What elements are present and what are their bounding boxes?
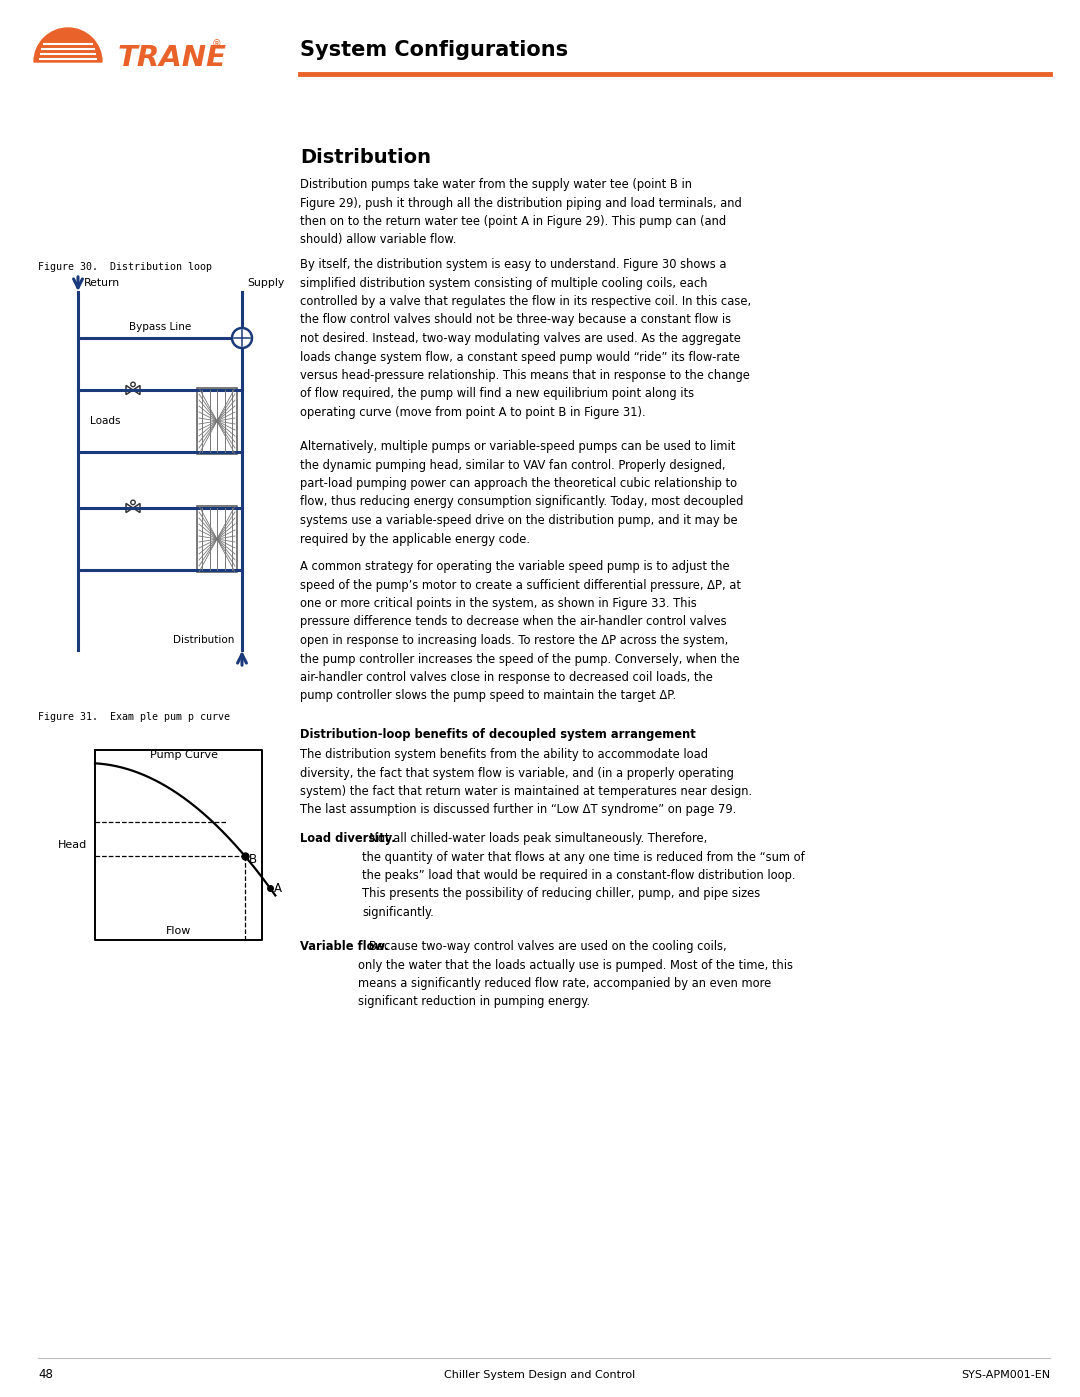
- Text: By itself, the distribution system is easy to understand. Figure 30 shows a
simp: By itself, the distribution system is ea…: [300, 258, 751, 419]
- Text: Variable flow.: Variable flow.: [300, 940, 389, 953]
- Text: Loads: Loads: [90, 416, 121, 426]
- Text: Supply: Supply: [247, 278, 284, 288]
- Circle shape: [232, 328, 252, 348]
- Bar: [197, 506, 237, 571]
- Text: Figure 31.  Exam ple pum p curve: Figure 31. Exam ple pum p curve: [38, 712, 230, 722]
- Text: Alternatively, multiple pumps or variable-speed pumps can be used to limit
the d: Alternatively, multiple pumps or variabl…: [300, 440, 743, 545]
- Text: Distribution-loop benefits of decoupled system arrangement: Distribution-loop benefits of decoupled …: [300, 728, 696, 740]
- Text: Distribution pumps take water from the supply water tee (point B in
Figure 29), : Distribution pumps take water from the s…: [300, 177, 742, 246]
- Text: Distribution: Distribution: [173, 636, 234, 645]
- Text: The distribution system benefits from the ability to accommodate load
diversity,: The distribution system benefits from th…: [300, 747, 752, 816]
- Text: Chiller System Design and Control: Chiller System Design and Control: [444, 1370, 636, 1380]
- Text: Load diversity.: Load diversity.: [300, 833, 395, 845]
- Wedge shape: [33, 28, 102, 61]
- Text: Bypass Line: Bypass Line: [129, 321, 191, 332]
- Text: Figure 30.  Distribution loop: Figure 30. Distribution loop: [38, 263, 212, 272]
- Text: Head: Head: [57, 840, 87, 849]
- Text: A common strategy for operating the variable speed pump is to adjust the
speed o: A common strategy for operating the vari…: [300, 560, 741, 703]
- Text: TRANE: TRANE: [118, 43, 227, 73]
- Text: A: A: [274, 882, 282, 895]
- Text: Not all chilled-water loads peak simultaneously. Therefore,
the quantity of wate: Not all chilled-water loads peak simulta…: [362, 833, 805, 919]
- Text: Pump Curve: Pump Curve: [149, 750, 217, 760]
- Text: Return: Return: [84, 278, 120, 288]
- Text: 48: 48: [38, 1369, 53, 1382]
- Text: B: B: [249, 854, 257, 866]
- Text: Because two-way control valves are used on the cooling coils,
only the water tha: Because two-way control valves are used …: [357, 940, 793, 1009]
- Text: System Configurations: System Configurations: [300, 41, 568, 60]
- Text: SYS-APM001-EN: SYS-APM001-EN: [961, 1370, 1050, 1380]
- Text: ®: ®: [212, 39, 221, 49]
- Bar: [197, 388, 237, 454]
- Text: Flow: Flow: [166, 926, 191, 936]
- Text: Distribution: Distribution: [300, 148, 431, 168]
